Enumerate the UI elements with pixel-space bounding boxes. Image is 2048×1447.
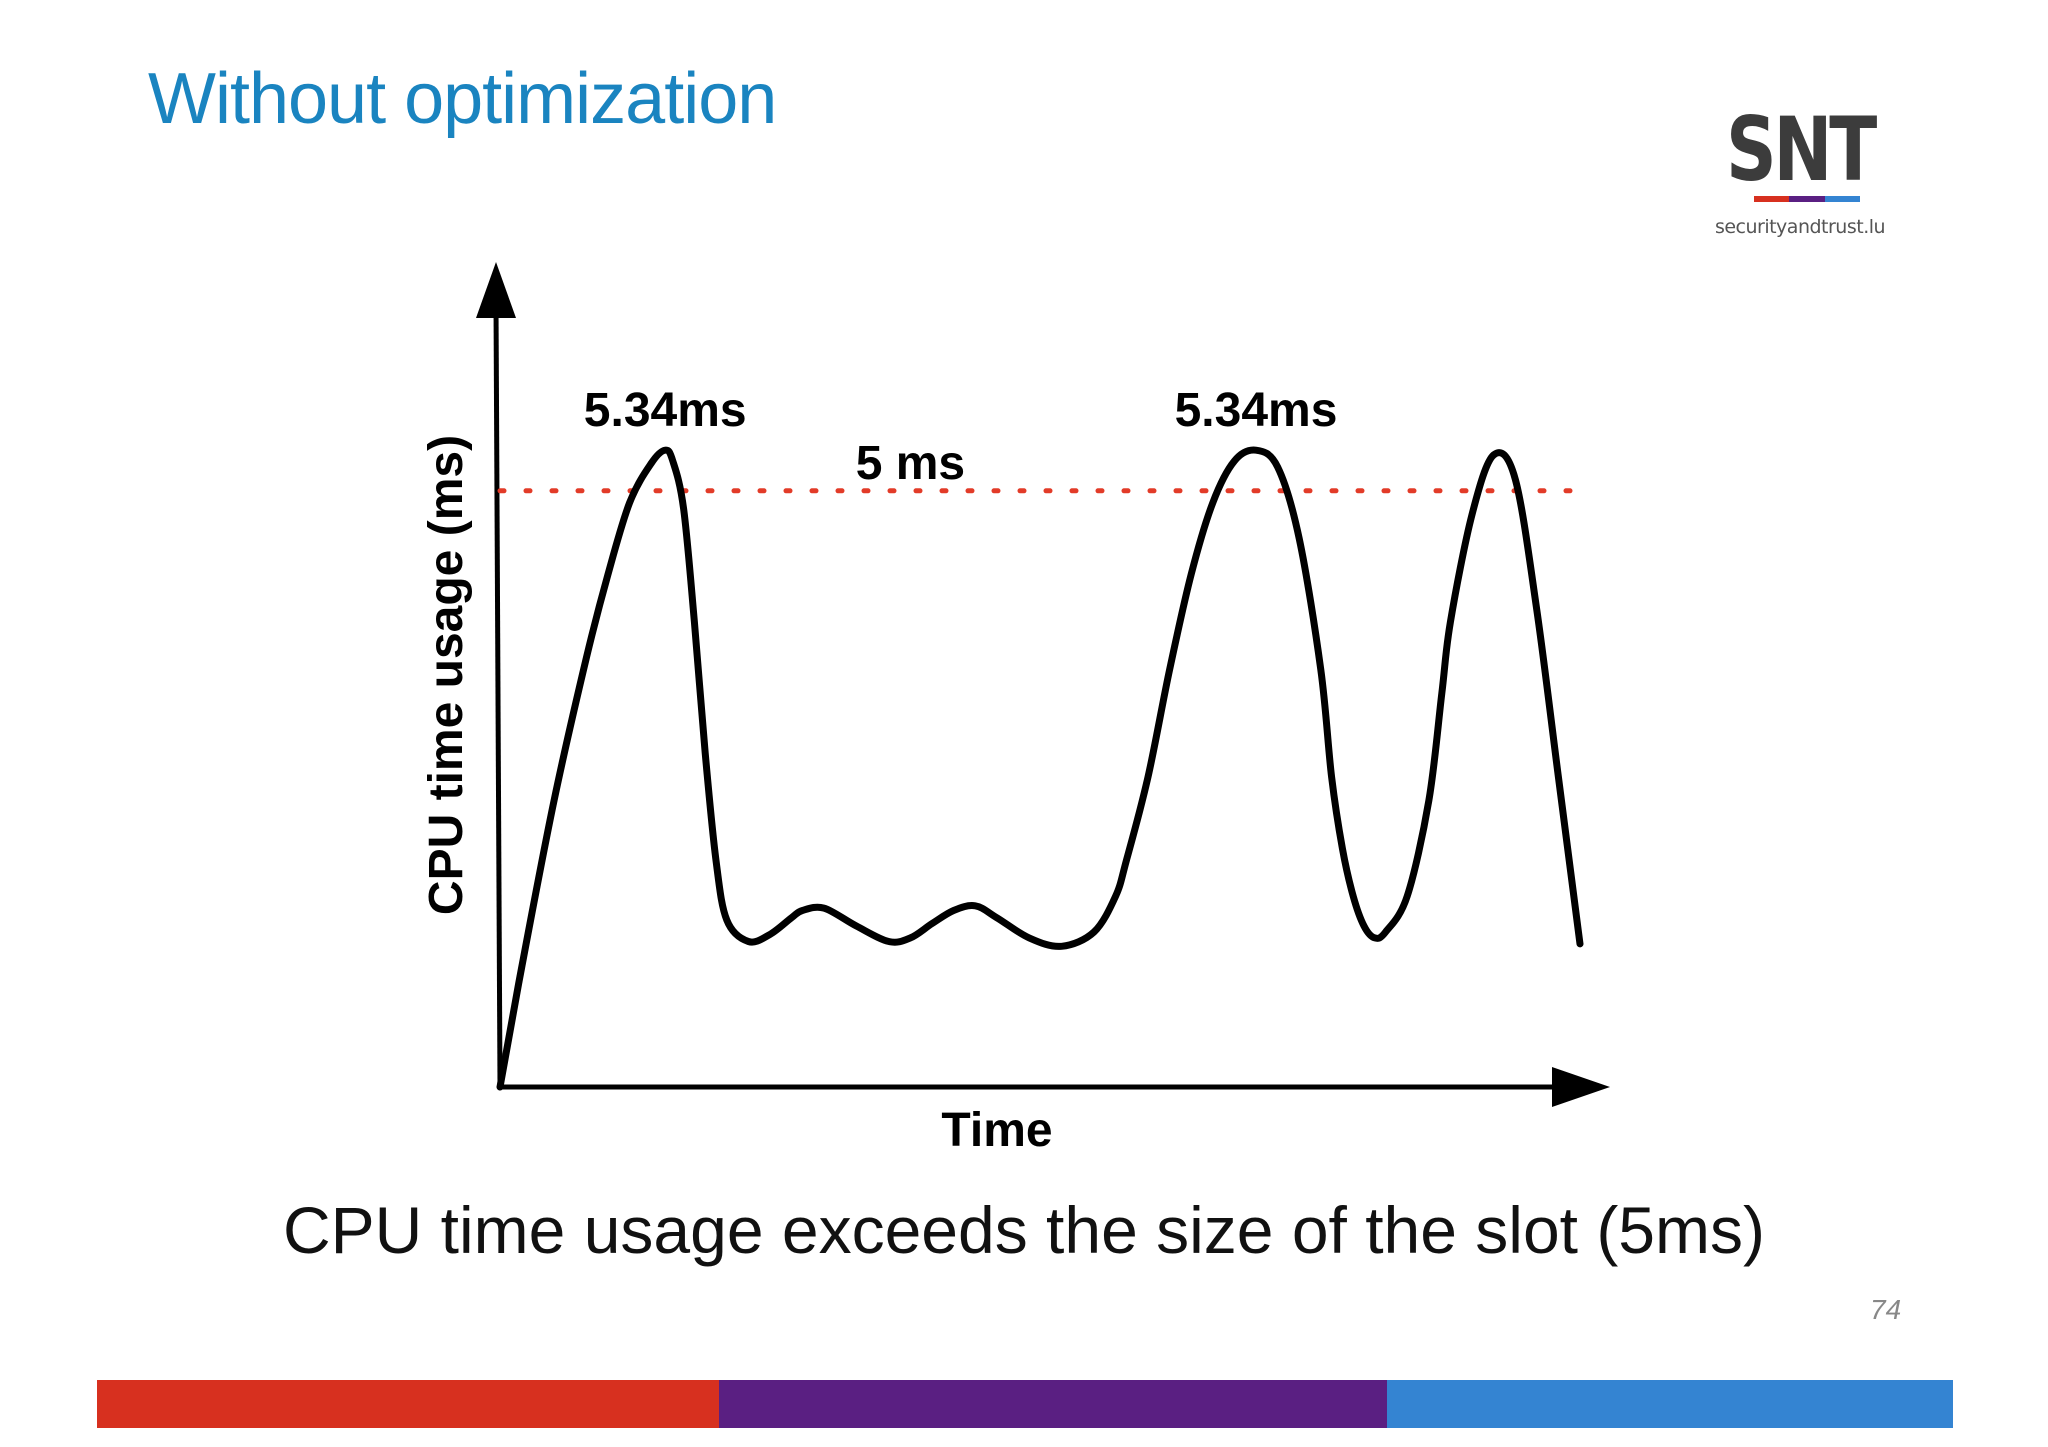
peak-label-second: 5.34ms — [1175, 384, 1338, 437]
logo-color-bars — [1754, 196, 1860, 202]
threshold-label: 5 ms — [856, 437, 965, 490]
x-axis-arrowhead — [1552, 1067, 1610, 1107]
page-number: 74 — [1870, 1294, 1902, 1325]
x-axis-label: Time — [941, 1104, 1052, 1157]
peak-label-first: 5.34ms — [584, 384, 747, 437]
logo-bar-red — [1754, 196, 1790, 202]
footer-color-band — [97, 1380, 1953, 1428]
y-axis-label: CPU time usage (ms) — [420, 435, 473, 915]
footer-segment-red — [97, 1380, 719, 1428]
snt-logo: SNT securityandtrust.lu — [1700, 100, 1900, 250]
slide-caption: CPU time usage exceeds the size of the s… — [283, 1193, 1765, 1267]
footer-segment-purple — [718, 1380, 1387, 1428]
logo-bar-purple — [1789, 196, 1825, 202]
slide-title: Without optimization — [148, 59, 777, 139]
logo-text: SNT — [1725, 98, 1877, 201]
logo-tagline: securityandtrust.lu — [1714, 216, 1886, 238]
y-axis-arrowhead — [476, 262, 516, 318]
y-axis-line — [493, 304, 503, 1088]
logo-bar-blue — [1824, 196, 1860, 202]
footer-segment-blue — [1386, 1380, 1953, 1428]
cpu-usage-series-line — [496, 446, 1584, 1091]
